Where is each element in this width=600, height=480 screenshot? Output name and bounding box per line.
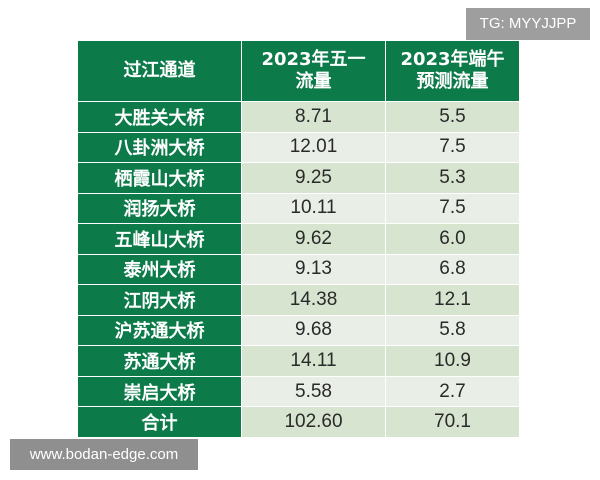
bridge-name-cell: 苏通大桥 [77, 345, 242, 377]
bridge-name-cell: 五峰山大桥 [77, 223, 242, 255]
table-row: 合计 102.60 70.1 [77, 406, 520, 438]
dragonboat-forecast-cell: 6.8 [385, 253, 520, 286]
bridge-name-cell: 润扬大桥 [77, 192, 242, 225]
header-dragonboat-line-1: 2023年端午 [400, 49, 505, 70]
header-crossing: 过江通道 [77, 40, 242, 102]
bridge-name-cell: 江阴大桥 [77, 284, 242, 316]
mayday-flow-cell: 102.60 [241, 406, 386, 438]
dragonboat-forecast-cell: 12.1 [385, 284, 520, 316]
header-crossing-line: 过江通道 [123, 60, 196, 81]
table-header-row: 过江通道 2023年五一 流量 2023年端午 预测流量 [77, 40, 520, 102]
dragonboat-forecast-cell: 2.7 [385, 375, 520, 408]
bridge-name-cell: 泰州大桥 [77, 253, 242, 286]
table-row: 苏通大桥 14.11 10.9 [77, 345, 520, 377]
website-watermark: www.bodan-edge.com [10, 439, 198, 470]
dragonboat-forecast-cell: 5.3 [385, 162, 520, 194]
bridge-name-cell: 合计 [77, 406, 242, 438]
mayday-flow-cell: 10.11 [241, 192, 386, 225]
header-dragonboat-line-2: 预测流量 [416, 71, 489, 92]
mayday-flow-cell: 9.68 [241, 314, 386, 347]
table-row: 大胜关大桥 8.71 5.5 [77, 101, 520, 133]
table-row: 润扬大桥 10.11 7.5 [77, 192, 520, 225]
traffic-flow-table: 过江通道 2023年五一 流量 2023年端午 预测流量 大胜关大桥 8.71 5.… [77, 40, 520, 438]
dragonboat-forecast-cell: 6.0 [385, 223, 520, 255]
mayday-flow-cell: 14.11 [241, 345, 386, 377]
table-row: 八卦洲大桥 12.01 7.5 [77, 131, 520, 164]
bridge-name-cell: 八卦洲大桥 [77, 131, 242, 164]
table-row: 五峰山大桥 9.62 6.0 [77, 223, 520, 255]
table-row: 沪苏通大桥 9.68 5.8 [77, 314, 520, 347]
table-row: 崇启大桥 5.58 2.7 [77, 375, 520, 408]
table-row: 江阴大桥 14.38 12.1 [77, 284, 520, 316]
dragonboat-forecast-cell: 5.8 [385, 314, 520, 347]
telegram-tag: TG: MYYJJPP [466, 8, 590, 40]
mayday-flow-cell: 9.62 [241, 223, 386, 255]
table-row: 泰州大桥 9.13 6.8 [77, 253, 520, 286]
mayday-flow-cell: 8.71 [241, 101, 386, 133]
bridge-name-cell: 栖霞山大桥 [77, 162, 242, 194]
dragonboat-forecast-cell: 70.1 [385, 406, 520, 438]
header-mayday-flow: 2023年五一 流量 [241, 40, 386, 102]
bridge-name-cell: 大胜关大桥 [77, 101, 242, 133]
dragonboat-forecast-cell: 7.5 [385, 192, 520, 225]
mayday-flow-cell: 9.25 [241, 162, 386, 194]
mayday-flow-cell: 14.38 [241, 284, 386, 316]
dragonboat-forecast-cell: 5.5 [385, 101, 520, 133]
header-mayday-line-2: 流量 [295, 71, 332, 92]
header-dragonboat-forecast: 2023年端午 预测流量 [385, 40, 520, 102]
table-row: 栖霞山大桥 9.25 5.3 [77, 162, 520, 194]
dragonboat-forecast-cell: 10.9 [385, 345, 520, 377]
dragonboat-forecast-cell: 7.5 [385, 131, 520, 164]
mayday-flow-cell: 9.13 [241, 253, 386, 286]
mayday-flow-cell: 12.01 [241, 131, 386, 164]
header-mayday-line-1: 2023年五一 [261, 49, 366, 70]
mayday-flow-cell: 5.58 [241, 375, 386, 408]
bridge-name-cell: 沪苏通大桥 [77, 314, 242, 347]
bridge-name-cell: 崇启大桥 [77, 375, 242, 408]
